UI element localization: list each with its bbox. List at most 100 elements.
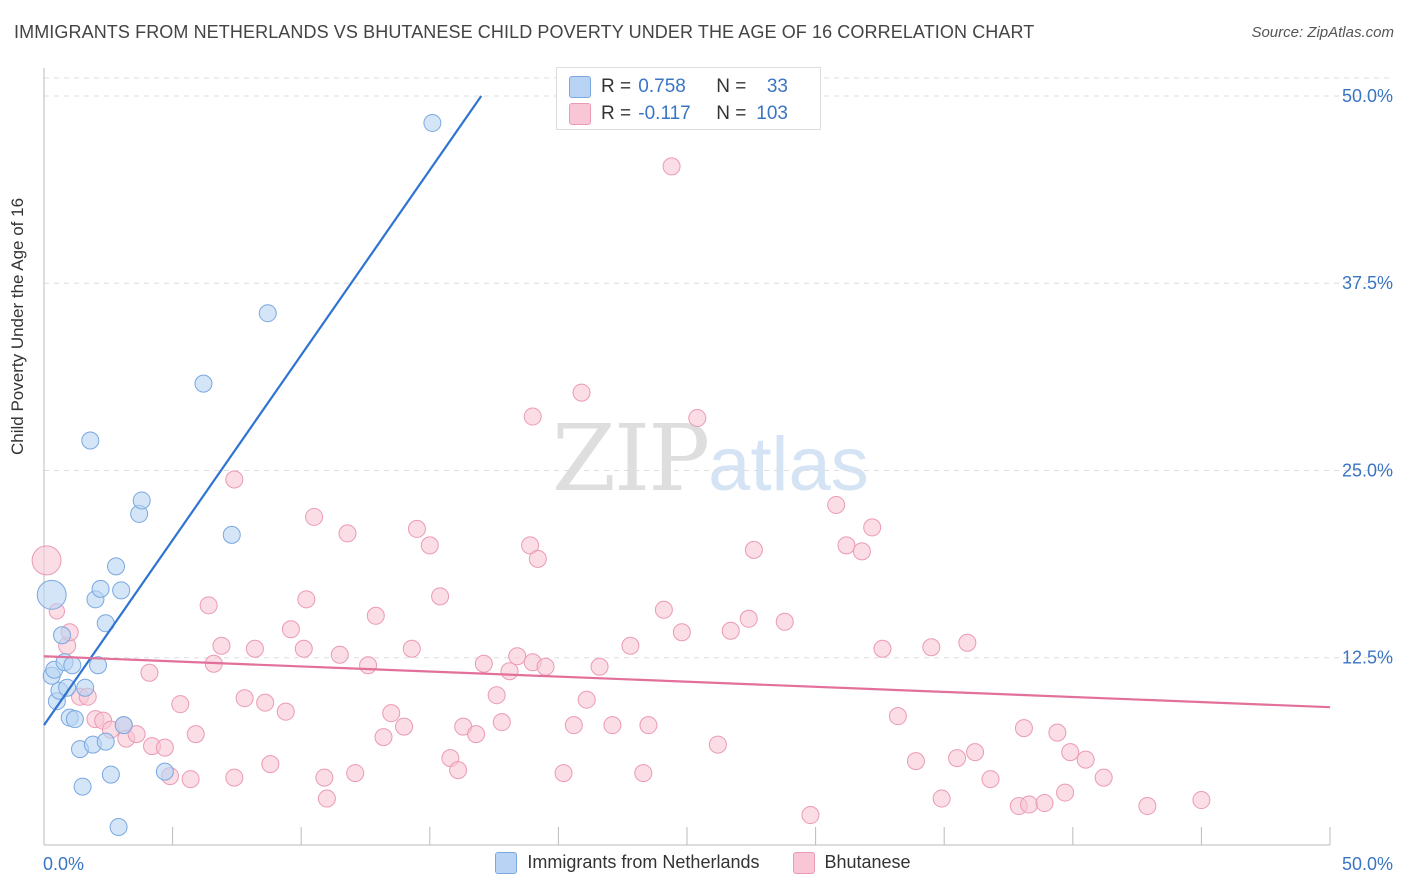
bhutanese-point — [863, 518, 882, 537]
legend-label: Immigrants from Netherlands — [527, 852, 760, 873]
bhutanese-point — [330, 645, 349, 664]
bhutanese-point — [127, 725, 146, 744]
bhutanese-point — [1138, 797, 1157, 816]
legend-swatch-pink — [569, 103, 591, 125]
bhutanese-point — [739, 609, 758, 628]
netherlands-point — [423, 113, 442, 132]
legend-r-label: R = — [601, 76, 632, 97]
bhutanese-point — [554, 764, 573, 783]
bhutanese-point — [317, 789, 336, 808]
netherlands-point — [58, 678, 77, 697]
bhutanese-point — [536, 657, 555, 676]
bhutanese-point — [374, 728, 393, 747]
bhutanese-point — [958, 633, 977, 652]
bhutanese-point — [621, 636, 640, 655]
legend-swatch-blue — [495, 852, 518, 875]
bhutanese-point — [1192, 791, 1211, 810]
y-tick-label: 12.5% — [1342, 648, 1393, 668]
bhutanese-point — [654, 600, 673, 619]
bhutanese-point — [199, 596, 218, 615]
netherlands-point — [36, 579, 67, 610]
bhutanese-point — [420, 536, 439, 555]
bhutanese-point — [338, 524, 357, 543]
bhutanese-point — [801, 806, 820, 825]
netherlands-point — [89, 656, 108, 675]
series-legend: Immigrants from Netherlands Bhutanese — [0, 852, 1406, 875]
bhutanese-point — [1061, 743, 1080, 762]
netherlands-point — [194, 374, 213, 393]
bhutanese-point — [708, 735, 727, 754]
bhutanese-point — [1048, 723, 1067, 742]
bhutanese-point — [366, 606, 385, 625]
bhutanese-point — [305, 507, 324, 526]
bhutanese-point — [359, 656, 378, 675]
correlation-legend: R = 0.758 N = 33 R = -0.117 N = 103 — [556, 67, 821, 130]
bhutanese-points — [31, 157, 1211, 825]
legend-item-bhutanese[interactable]: Bhutanese — [792, 852, 911, 875]
netherlands-point — [107, 557, 126, 576]
netherlands-points — [36, 113, 442, 837]
bhutanese-point — [1076, 750, 1095, 769]
bhutanese-point — [922, 638, 941, 657]
bhutanese-point — [932, 789, 951, 808]
bhutanese-point — [155, 738, 174, 757]
regression-lines — [43, 95, 1331, 726]
y-tick-label: 37.5% — [1342, 273, 1393, 293]
legend-item-netherlands[interactable]: Immigrants from Netherlands — [495, 852, 760, 875]
bhutanese-point — [297, 590, 316, 609]
bhutanese-point — [590, 657, 609, 676]
bhutanese-point — [1014, 719, 1033, 738]
legend-n-value: 33 — [766, 76, 788, 97]
bhutanese-point — [492, 713, 511, 732]
y-axis-label: Child Poverty Under the Age of 16 — [8, 197, 27, 455]
bhutanese-point — [744, 540, 763, 559]
bhutanese-point — [31, 545, 62, 576]
legend-swatch-blue — [569, 76, 591, 98]
bhutanese-point — [572, 383, 591, 402]
bhutanese-point — [966, 743, 985, 762]
bhutanese-point — [212, 636, 231, 655]
netherlands-point — [109, 818, 128, 837]
bhutanese-point — [1056, 783, 1075, 802]
bhutanese-point — [256, 693, 275, 712]
bhutanese-point — [186, 725, 205, 744]
netherlands-point — [73, 777, 92, 796]
netherlands-point — [81, 431, 100, 450]
bhutanese-point — [981, 770, 1000, 789]
legend-r-label: R = — [601, 103, 632, 124]
y-tick-label: 50.0% — [1342, 86, 1393, 106]
legend-row-netherlands: R = 0.758 N = 33 — [569, 74, 788, 100]
bhutanese-point — [1020, 795, 1039, 814]
axes — [43, 68, 1331, 846]
bhutanese-point — [181, 770, 200, 789]
bhutanese-point — [487, 686, 506, 705]
bhutanese-point — [639, 716, 658, 735]
bhutanese-point — [837, 536, 856, 555]
tick-labels: 12.5% 25.0% 37.5% 50.0% 0.0% 50.0% — [43, 86, 1393, 874]
legend-r-value: -0.117 — [638, 103, 691, 124]
bhutanese-point — [140, 663, 159, 682]
bhutanese-point — [294, 639, 313, 658]
bhutanese-point — [276, 702, 295, 721]
netherlands-point — [65, 710, 84, 729]
legend-r-value: 0.758 — [638, 76, 686, 97]
legend-n-label: N = — [716, 103, 747, 124]
bhutanese-point — [521, 536, 540, 555]
bhutanese-point — [346, 764, 365, 783]
legend-row-bhutanese: R = -0.117 N = 103 — [569, 101, 788, 127]
bhutanese-point — [508, 647, 527, 666]
bhutanese-point — [662, 157, 681, 176]
bhutanese-point — [261, 755, 280, 774]
legend-n-label: N = — [716, 76, 747, 97]
netherlands-point — [222, 525, 241, 544]
bhutanese-point — [225, 768, 244, 787]
bhutanese-point — [1035, 794, 1054, 813]
bhutanese-point — [672, 623, 691, 642]
legend-swatch-pink — [792, 852, 815, 875]
chart-title: IMMIGRANTS FROM NETHERLANDS VS BHUTANESE… — [14, 22, 1035, 42]
bhutanese-point — [395, 717, 414, 736]
bhutanese-point — [225, 470, 244, 489]
bhutanese-point — [948, 749, 967, 768]
bhutanese-point — [500, 662, 519, 681]
bhutanese-point — [281, 620, 300, 639]
